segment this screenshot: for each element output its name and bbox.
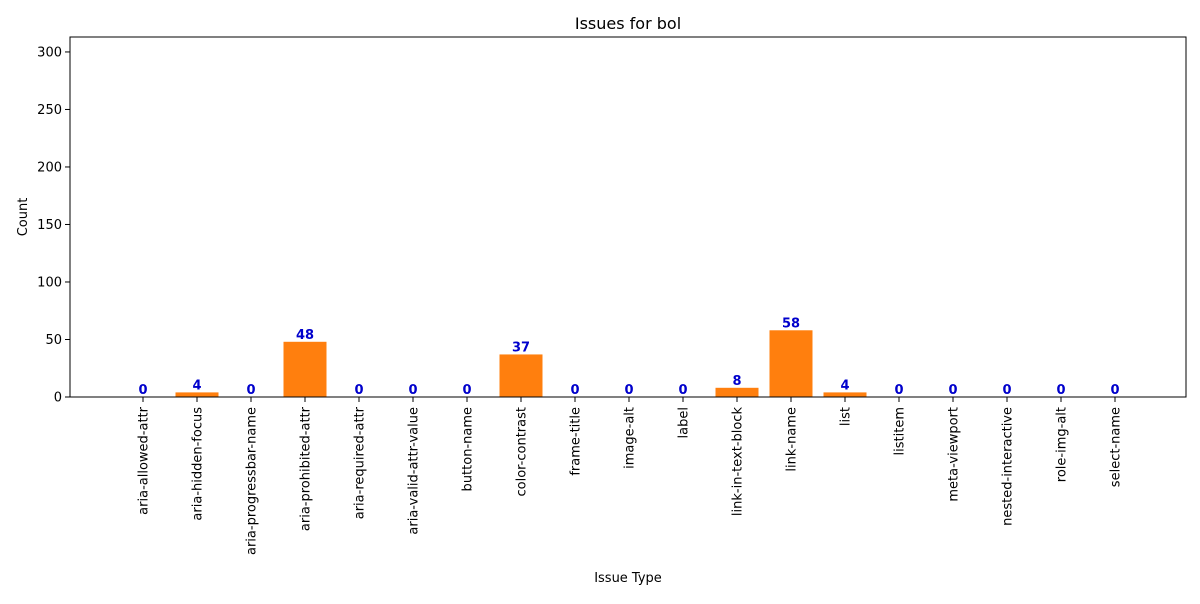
bar-link-name (769, 330, 813, 397)
value-label: 0 (1002, 383, 1011, 398)
x-tick-label: nested-interactive (1001, 407, 1016, 526)
bar-list (823, 392, 867, 397)
bar-color-contrast (499, 354, 543, 397)
value-label: 48 (296, 328, 314, 343)
y-tick-label: 50 (45, 333, 62, 348)
x-tick-label: label (677, 407, 692, 438)
chart-title: Issues for bol (575, 14, 681, 33)
x-tick-label: listitem (893, 407, 908, 455)
value-label: 0 (246, 383, 255, 398)
value-label: 8 (732, 374, 741, 389)
value-label: 0 (408, 383, 417, 398)
y-axis-ticks: 0 50 100 150 200 250 300 (37, 45, 70, 406)
x-tick-label: link-in-text-block (731, 407, 746, 517)
y-tick-label: 250 (37, 103, 62, 118)
value-label: 0 (894, 383, 903, 398)
bars-layer (175, 330, 867, 397)
x-tick-label: aria-progressbar-name (245, 407, 260, 555)
x-tick-label: button-name (461, 407, 476, 491)
value-label: 0 (570, 383, 579, 398)
bar-aria-prohibited-attr (283, 341, 327, 397)
value-label: 0 (678, 383, 687, 398)
y-tick-label: 300 (37, 45, 62, 60)
x-tick-label: aria-required-attr (353, 406, 368, 519)
y-tick-label: 100 (37, 275, 62, 290)
x-tick-label: link-name (785, 407, 800, 472)
value-label: 4 (192, 378, 201, 393)
value-label: 58 (782, 316, 800, 331)
bar-aria-hidden-focus (175, 392, 219, 397)
value-label: 0 (1110, 383, 1119, 398)
x-axis-label: Issue Type (594, 571, 662, 586)
value-label: 0 (1056, 383, 1065, 398)
x-tick-label: aria-allowed-attr (137, 406, 152, 514)
value-labels-layer: 0 4 0 48 0 0 0 37 0 0 0 8 58 4 0 0 0 0 0 (138, 316, 1119, 398)
value-label: 4 (840, 378, 849, 393)
y-tick-label: 150 (37, 218, 62, 233)
value-label: 0 (948, 383, 957, 398)
x-tick-label: select-name (1109, 407, 1124, 487)
x-tick-label: image-alt (623, 407, 638, 469)
x-tick-label: list (839, 407, 854, 426)
y-tick-label: 0 (54, 391, 62, 406)
value-label: 0 (138, 383, 147, 398)
x-tick-label: meta-viewport (947, 407, 962, 502)
x-axis-ticks: aria-allowed-attr aria-hidden-focus aria-p… (137, 397, 1124, 555)
y-axis-label: Count (16, 198, 31, 237)
value-label: 0 (354, 383, 363, 398)
value-label: 37 (512, 340, 530, 355)
x-tick-label: frame-title (569, 407, 584, 476)
x-tick-label: role-img-alt (1055, 407, 1070, 482)
x-tick-label: aria-hidden-focus (191, 407, 206, 521)
value-label: 0 (624, 383, 633, 398)
x-tick-label: aria-valid-attr-value (407, 407, 422, 535)
x-tick-label: color-contrast (515, 407, 530, 497)
bar-link-in-text-block (715, 387, 759, 397)
plot-area-frame (69, 36, 1187, 398)
x-tick-label: aria-prohibited-attr (299, 406, 314, 531)
y-tick-label: 200 (37, 160, 62, 175)
value-label: 0 (462, 383, 471, 398)
